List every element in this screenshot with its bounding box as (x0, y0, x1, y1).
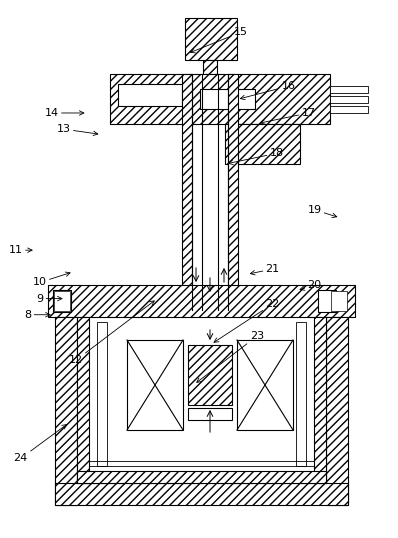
Text: 18: 18 (228, 148, 284, 165)
Bar (331, 291, 347, 311)
Bar (326, 317, 348, 505)
Bar (48, 285, 355, 317)
Text: 21: 21 (250, 264, 280, 275)
Text: 10: 10 (33, 272, 70, 287)
Text: 11: 11 (9, 245, 32, 255)
Bar (54, 291, 70, 311)
Bar (97, 322, 107, 466)
Bar (225, 124, 300, 164)
Text: 19: 19 (307, 205, 337, 217)
Bar (77, 471, 326, 483)
Bar (296, 322, 306, 466)
Text: 12: 12 (68, 301, 154, 365)
Text: 13: 13 (57, 124, 98, 136)
Bar (182, 74, 192, 310)
Bar (77, 317, 89, 483)
Text: 20: 20 (300, 280, 322, 291)
Bar (55, 317, 77, 505)
Text: 15: 15 (191, 27, 248, 53)
Text: 22: 22 (214, 299, 280, 342)
Bar (318, 290, 336, 312)
Text: 14: 14 (45, 108, 84, 118)
Text: 17: 17 (260, 108, 316, 124)
Bar (118, 84, 182, 106)
Bar (330, 106, 368, 113)
Bar (127, 340, 183, 430)
Bar (314, 317, 326, 483)
Bar (55, 483, 348, 505)
Bar (53, 290, 71, 312)
Text: 16: 16 (240, 81, 296, 100)
Bar (237, 340, 293, 430)
Bar (200, 89, 255, 109)
Bar (330, 96, 368, 103)
Bar (110, 74, 330, 124)
Bar (203, 60, 217, 74)
Bar (185, 18, 237, 60)
Text: 8: 8 (24, 310, 50, 320)
Bar (188, 408, 232, 420)
Bar (228, 74, 238, 310)
Text: 9: 9 (36, 294, 62, 303)
Text: 23: 23 (197, 331, 264, 383)
Bar (330, 86, 368, 93)
Text: 24: 24 (14, 424, 66, 463)
Bar (188, 345, 232, 405)
